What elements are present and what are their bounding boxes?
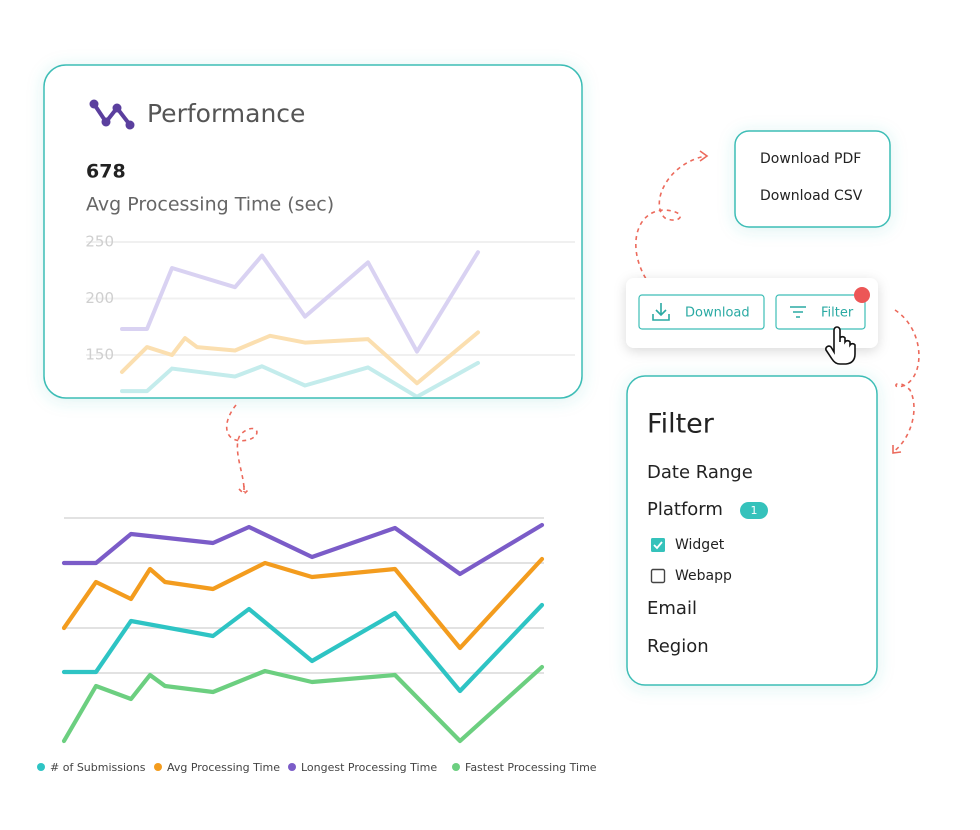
legend-label: Longest Processing Time bbox=[301, 761, 437, 774]
y-tick-label: 250 bbox=[85, 233, 114, 251]
metric-value: 678 bbox=[86, 161, 126, 183]
checkbox[interactable] bbox=[650, 568, 666, 584]
legend-label: Fastest Processing Time bbox=[465, 761, 597, 774]
connector bbox=[635, 155, 706, 286]
connector bbox=[226, 404, 258, 493]
top-chart: 150 200 250 bbox=[85, 233, 575, 397]
series-line bbox=[61, 602, 545, 694]
series-line bbox=[120, 250, 480, 354]
menu-item[interactable]: Download PDF bbox=[760, 151, 861, 167]
cursor bbox=[825, 326, 856, 365]
legend-label: Avg Processing Time bbox=[167, 761, 280, 774]
filter-button[interactable] bbox=[775, 294, 866, 330]
connector bbox=[892, 309, 920, 453]
option-label[interactable]: Webapp bbox=[675, 568, 732, 584]
option-label[interactable]: Widget bbox=[675, 537, 725, 553]
filter-section[interactable]: Region bbox=[647, 636, 709, 657]
performance-icon bbox=[89, 99, 135, 130]
download-label[interactable]: Download bbox=[685, 306, 750, 321]
checkmark bbox=[653, 541, 663, 550]
series-line bbox=[61, 522, 545, 577]
arrow-head bbox=[892, 445, 902, 454]
arrow-head bbox=[699, 150, 709, 162]
metric-label: Avg Processing Time (sec) bbox=[86, 194, 334, 216]
filter-title: Filter bbox=[647, 409, 715, 440]
y-tick-label: 150 bbox=[85, 346, 114, 364]
filter-section[interactable]: Platform bbox=[647, 499, 723, 520]
count-badge-label: 1 bbox=[751, 504, 758, 517]
download-icon bbox=[652, 303, 670, 321]
series-line bbox=[61, 556, 545, 651]
menu-item[interactable]: Download CSV bbox=[760, 188, 863, 204]
checkbox[interactable] bbox=[651, 538, 665, 552]
count-badge bbox=[740, 502, 768, 519]
arrow-head bbox=[238, 486, 250, 496]
filter-section[interactable]: Email bbox=[647, 598, 697, 619]
filter-panel bbox=[626, 375, 878, 686]
bottom-chart: # of Submissions Avg Processing Time Longe… bbox=[37, 517, 597, 774]
legend-marker bbox=[288, 763, 296, 771]
y-tick-label: 200 bbox=[85, 289, 114, 307]
download-button[interactable] bbox=[638, 294, 765, 330]
filter-icon bbox=[790, 306, 806, 318]
filter-label[interactable]: Filter bbox=[821, 306, 854, 321]
series-line bbox=[120, 360, 480, 397]
card-title: Performance bbox=[147, 99, 305, 128]
notification-dot bbox=[854, 287, 870, 303]
performance-card bbox=[43, 64, 583, 399]
legend-label: # of Submissions bbox=[50, 761, 146, 774]
legend-marker bbox=[37, 763, 45, 771]
download-menu bbox=[734, 130, 891, 228]
series-line bbox=[120, 330, 480, 386]
legend-marker bbox=[452, 763, 460, 771]
options: Widget Webapp bbox=[650, 537, 732, 584]
series-line bbox=[61, 664, 545, 744]
filter-section[interactable]: Date Range bbox=[647, 462, 753, 483]
legend-marker bbox=[154, 763, 162, 771]
